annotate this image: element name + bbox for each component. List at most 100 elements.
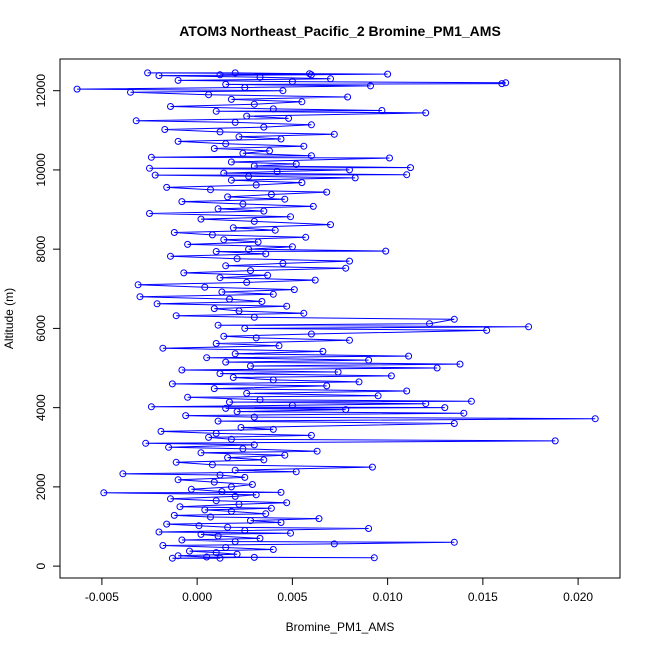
data-point	[351, 174, 359, 182]
x-tick-label: 0.000	[182, 590, 212, 604]
data-point	[450, 538, 458, 546]
data-point	[212, 497, 220, 505]
data-point	[216, 471, 224, 479]
data-point	[233, 550, 241, 558]
data-point	[433, 364, 441, 372]
data-point	[403, 171, 411, 179]
data-point	[170, 229, 178, 236]
data-point	[384, 70, 392, 78]
data-point	[365, 525, 373, 532]
data-point	[197, 530, 205, 538]
data-point	[254, 238, 262, 246]
data-point	[252, 491, 260, 499]
data-point	[239, 149, 247, 157]
data-point	[288, 78, 296, 86]
data-point	[231, 118, 239, 126]
data-point	[241, 84, 249, 91]
data-point	[279, 87, 287, 95]
data-point	[281, 195, 289, 203]
data-point	[222, 80, 230, 88]
data-point	[260, 456, 268, 464]
data-point	[256, 73, 264, 81]
data-point	[243, 389, 251, 397]
data-point	[288, 401, 296, 409]
data-point	[287, 213, 294, 221]
data-point	[165, 443, 173, 451]
data-point	[229, 224, 237, 232]
data-point	[186, 547, 193, 555]
data-point	[226, 398, 233, 406]
y-tick-label: 0	[34, 562, 48, 569]
x-axis-label: Bromine_PM1_AMS	[286, 620, 395, 634]
data-point	[551, 437, 559, 445]
data-point	[146, 164, 153, 172]
chart-title: ATOM3 Northeast_Pacific_2 Bromine_PM1_AM…	[179, 23, 501, 39]
data-point	[309, 202, 317, 210]
data-point	[119, 470, 127, 478]
data-point	[167, 495, 174, 503]
data-point	[346, 336, 353, 344]
data-point	[248, 481, 256, 488]
data-point	[269, 290, 277, 298]
data-point	[159, 344, 167, 352]
data-point	[247, 267, 254, 275]
y-tick-label: 8000	[34, 235, 48, 262]
data-point	[153, 300, 161, 308]
data-point	[208, 461, 216, 469]
data-point	[147, 403, 155, 411]
data-point	[370, 554, 378, 562]
data-point	[144, 69, 152, 77]
data-point	[142, 439, 150, 447]
data-point	[224, 193, 232, 201]
data-point	[426, 320, 433, 328]
data-point	[250, 553, 258, 561]
data-point	[208, 231, 216, 239]
data-point	[525, 323, 533, 331]
data-point	[502, 79, 510, 87]
data-point	[216, 274, 224, 282]
data-point	[250, 100, 258, 108]
data-point	[313, 447, 321, 455]
data-point	[269, 105, 277, 113]
data-point	[235, 500, 243, 508]
data-point	[73, 85, 81, 93]
data-point	[269, 546, 277, 553]
data-point	[591, 415, 599, 423]
data-point	[275, 342, 283, 350]
data-point	[157, 427, 165, 435]
data-point	[252, 181, 260, 189]
data-point	[231, 350, 239, 358]
data-point	[205, 91, 213, 99]
data-point	[214, 205, 222, 213]
data-point	[184, 393, 192, 401]
data-point	[260, 123, 268, 131]
data-point	[201, 283, 209, 291]
data-point	[273, 168, 281, 175]
data-point	[216, 128, 224, 136]
data-point	[174, 552, 182, 560]
data-point	[132, 117, 140, 125]
data-point	[300, 142, 308, 150]
data-point	[203, 354, 211, 362]
data-point	[243, 278, 251, 286]
data-point	[266, 147, 273, 155]
data-point	[407, 164, 414, 172]
data-point	[290, 286, 298, 294]
data-point	[346, 257, 353, 265]
data-point	[256, 534, 264, 542]
data-point	[281, 451, 289, 459]
data-point	[300, 309, 308, 317]
data-point	[241, 527, 249, 534]
data-point	[367, 82, 374, 90]
data-point	[298, 98, 306, 106]
data-point	[214, 532, 222, 540]
data-point	[334, 368, 342, 376]
data-point	[212, 107, 220, 115]
data-point	[197, 215, 205, 223]
data-point	[247, 362, 254, 370]
data-point	[405, 352, 413, 360]
data-point	[212, 429, 220, 437]
data-point	[226, 295, 233, 303]
data-point	[227, 176, 235, 184]
